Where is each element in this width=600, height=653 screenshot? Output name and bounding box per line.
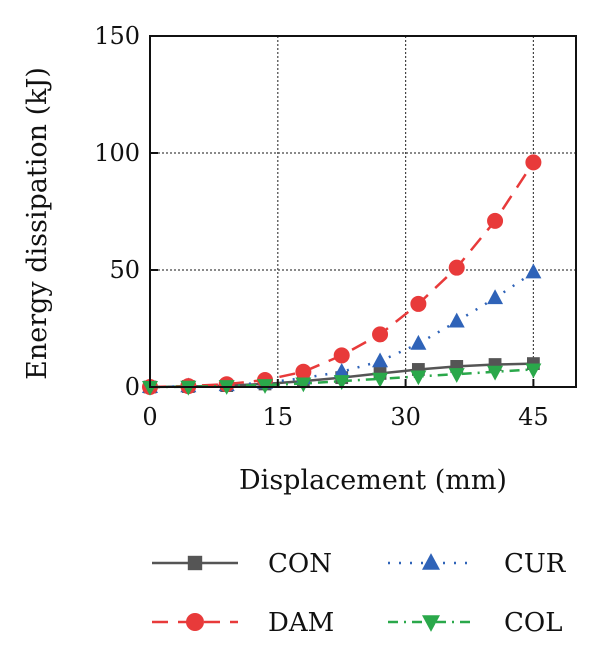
data-point-cur bbox=[525, 263, 542, 279]
data-point-dam bbox=[333, 347, 350, 364]
legend-marker bbox=[187, 555, 203, 571]
data-point-cur bbox=[448, 312, 465, 328]
data-point-dam bbox=[410, 295, 427, 312]
data-point-dam bbox=[295, 363, 312, 380]
x-axis-label: Displacement (mm) bbox=[239, 465, 507, 496]
plot-frame bbox=[149, 35, 577, 388]
legend: CON CUR DAM COL bbox=[152, 549, 567, 638]
data-point-col bbox=[180, 380, 197, 396]
x-tick-label: 45 bbox=[518, 403, 549, 431]
x-tick-label: 15 bbox=[263, 403, 294, 431]
legend-marker bbox=[422, 615, 440, 632]
axis-ticks: 0 15 30 45 0 50 100 150 bbox=[94, 22, 548, 431]
x-tick-label: 30 bbox=[390, 403, 421, 431]
legend-item-col: COL bbox=[388, 608, 562, 638]
legend-label: DAM bbox=[268, 608, 334, 638]
y-axis-label: Energy dissipation (kJ) bbox=[22, 67, 53, 380]
legend-item-con: CON bbox=[152, 549, 332, 579]
data-point-col bbox=[372, 372, 389, 388]
data-point-col bbox=[525, 363, 542, 379]
legend-marker bbox=[186, 613, 204, 631]
data-point-dam bbox=[525, 154, 542, 171]
data-point-col bbox=[410, 370, 427, 386]
series-dam bbox=[142, 154, 542, 395]
series-layer bbox=[142, 154, 542, 396]
y-tick-label: 150 bbox=[94, 22, 140, 50]
y-tick-label: 100 bbox=[94, 139, 140, 167]
data-point-col bbox=[333, 375, 350, 390]
data-point-cur bbox=[333, 362, 350, 378]
y-tick-label: 50 bbox=[109, 256, 140, 284]
legend-label: COL bbox=[504, 608, 562, 638]
data-point-col bbox=[487, 365, 504, 381]
data-point-col bbox=[295, 377, 312, 393]
legend-label: CUR bbox=[504, 549, 567, 579]
legend-item-cur: CUR bbox=[388, 549, 567, 579]
legend-marker bbox=[422, 553, 440, 570]
y-tick-label: 0 bbox=[125, 373, 140, 401]
data-point-cur bbox=[410, 334, 427, 350]
legend-label: CON bbox=[268, 549, 332, 579]
series-cur bbox=[142, 263, 542, 393]
legend-item-dam: DAM bbox=[152, 608, 334, 638]
x-tick-label: 0 bbox=[142, 403, 157, 431]
data-point-cur bbox=[372, 352, 389, 368]
data-point-dam bbox=[372, 326, 389, 343]
data-point-dam bbox=[448, 259, 465, 276]
series-line-col bbox=[149, 368, 534, 389]
data-point-cur bbox=[487, 289, 504, 305]
grid-lines bbox=[150, 36, 576, 387]
data-point-dam bbox=[487, 212, 504, 229]
data-point-col bbox=[142, 381, 158, 396]
data-point-col bbox=[448, 368, 465, 383]
